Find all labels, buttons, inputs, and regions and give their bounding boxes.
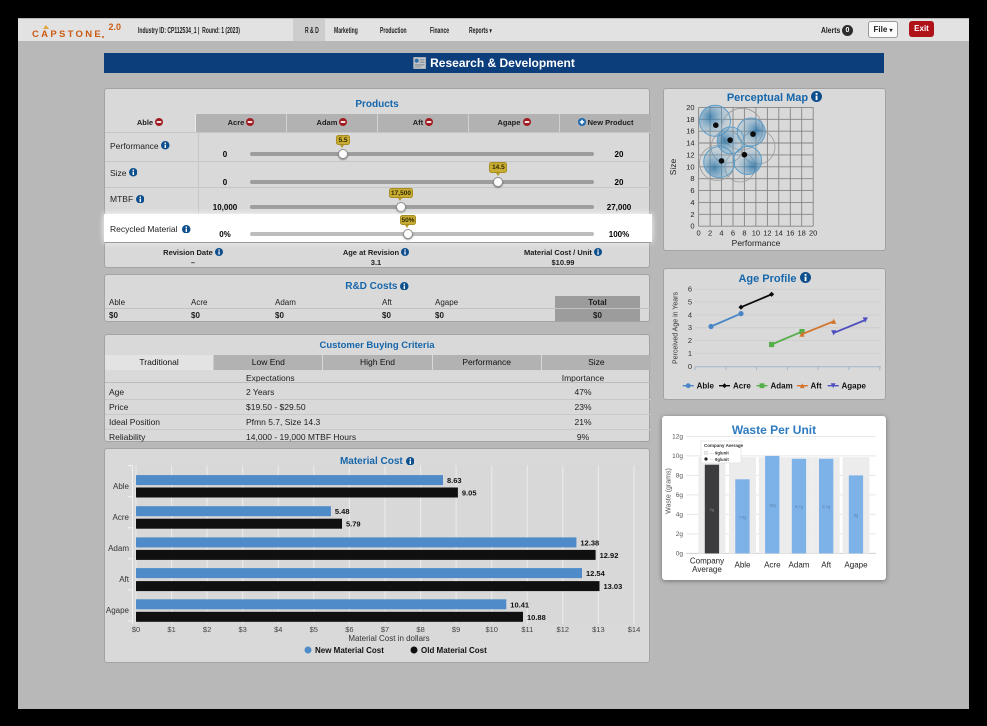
svg-text:Able: Able [113,482,130,491]
svg-text:14: 14 [775,229,783,238]
svg-text:3: 3 [688,323,692,332]
svg-text:Waste (grams): Waste (grams) [666,468,673,514]
svg-text:6: 6 [731,229,735,238]
svg-text:12.38: 12.38 [580,538,599,547]
svg-text:$10: $10 [485,625,498,634]
svg-text:0g: 0g [676,550,684,557]
svg-text:$12: $12 [557,625,570,634]
svg-text:Able: Able [734,561,751,570]
svg-text:2: 2 [690,210,694,219]
svg-text:0: 0 [690,222,694,231]
svg-text:18: 18 [686,115,694,124]
svg-text:Adam: Adam [108,544,129,553]
svg-text:4: 4 [719,229,723,238]
svg-text:Adam: Adam [789,561,810,570]
svg-text:$7: $7 [381,625,389,634]
svg-text:7.6g: 7.6g [739,514,747,519]
svg-text:$0: $0 [132,625,140,634]
svg-text:$11: $11 [521,625,533,634]
svg-text:10g: 10g [672,453,683,460]
svg-text:Size: Size [668,158,678,175]
svg-text:12.92: 12.92 [600,551,619,560]
svg-text:0: 0 [697,229,701,238]
svg-text:2g: 2g [676,531,684,538]
svg-text:10: 10 [752,229,760,238]
svg-text:8g: 8g [676,472,684,479]
svg-text:New Material Cost: New Material Cost [315,646,384,655]
svg-text:Adam: Adam [771,382,793,391]
svg-text:Old Material Cost: Old Material Cost [421,646,487,655]
svg-text:Aft: Aft [821,561,832,570]
svg-text:Average: Average [692,565,722,574]
svg-text:$14: $14 [628,625,641,634]
svg-text:8.63: 8.63 [447,476,462,485]
svg-text:12.54: 12.54 [586,569,606,578]
svg-text:10: 10 [686,162,694,171]
svg-text:14: 14 [686,139,694,148]
svg-text:16: 16 [686,127,694,136]
svg-text:$9: $9 [452,625,460,634]
svg-text:8: 8 [742,229,746,238]
svg-text:---: --- [710,451,715,456]
svg-text:20: 20 [686,103,694,112]
svg-text:9g: 9g [710,507,714,512]
svg-text:$4: $4 [274,625,282,634]
svg-text:13.03: 13.03 [604,582,623,591]
svg-text:8g: 8g [854,512,858,517]
svg-text:2: 2 [688,336,692,345]
svg-text:5.48: 5.48 [335,507,350,516]
svg-text:12: 12 [763,229,771,238]
svg-text:Acre: Acre [764,561,781,570]
svg-text:$8: $8 [416,625,424,634]
svg-text:20: 20 [809,229,817,238]
svg-text:18: 18 [798,229,806,238]
svg-text:9g/unit: 9g/unit [715,457,729,462]
svg-text:10.88: 10.88 [527,613,546,622]
svg-text:5.79: 5.79 [346,520,361,529]
svg-text:Able: Able [697,382,715,391]
svg-text:9.7g: 9.7g [822,504,830,509]
svg-text:Perceived Age in Years: Perceived Age in Years [673,292,680,364]
svg-text:6: 6 [688,285,692,294]
svg-text:Material Cost in dollars: Material Cost in dollars [348,634,429,643]
svg-text:16: 16 [786,229,794,238]
svg-text:10g: 10g [769,503,776,508]
svg-text:4g: 4g [676,511,684,518]
svg-text:9g/unit: 9g/unit [715,451,729,456]
svg-text:Acre: Acre [113,513,130,522]
svg-text:Agape: Agape [106,606,130,615]
svg-text:Acre: Acre [733,382,751,391]
svg-text:Agape: Agape [844,561,868,570]
svg-text:Aft: Aft [119,575,130,584]
svg-text:9.7g: 9.7g [795,504,803,509]
svg-text:8: 8 [690,174,694,183]
svg-text:10.41: 10.41 [510,600,529,609]
svg-text:$1: $1 [167,625,175,634]
svg-text:4: 4 [690,198,694,207]
svg-text:1: 1 [688,349,692,358]
svg-text:$3: $3 [239,625,247,634]
svg-text:Company Average: Company Average [704,443,744,448]
svg-text:9.05: 9.05 [462,489,477,498]
svg-text:12: 12 [686,150,694,159]
svg-text:Company: Company [690,557,724,566]
svg-text:---: --- [710,457,715,462]
svg-text:Performance: Performance [732,238,781,248]
svg-text:2: 2 [708,229,712,238]
svg-text:$6: $6 [345,625,353,634]
svg-text:0: 0 [688,362,692,371]
svg-text:$13: $13 [592,625,605,634]
svg-text:$5: $5 [310,625,318,634]
svg-text:Agape: Agape [842,382,867,391]
svg-text:6: 6 [690,186,694,195]
svg-text:Aft: Aft [811,382,822,391]
svg-text:4: 4 [688,310,692,319]
svg-text:5: 5 [688,298,692,307]
svg-text:$2: $2 [203,625,211,634]
svg-text:12g: 12g [672,433,683,440]
svg-text:6g: 6g [676,492,684,499]
